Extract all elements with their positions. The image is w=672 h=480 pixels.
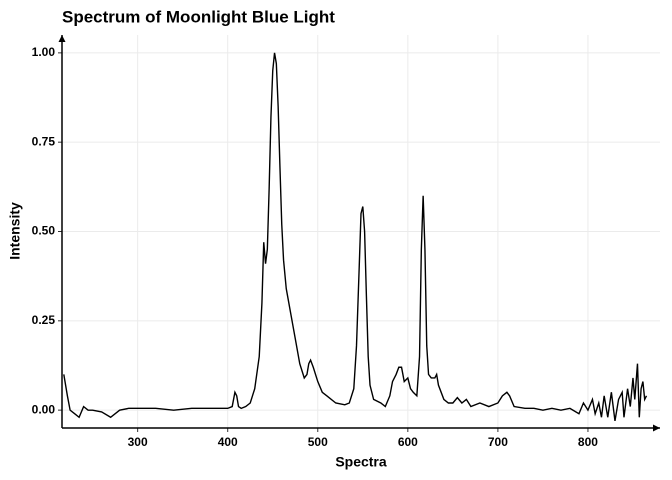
y-tick-label: 0.25 <box>32 313 56 327</box>
y-tick-label: 0.50 <box>32 224 56 238</box>
x-axis-arrow <box>653 424 660 432</box>
x-tick-label: 700 <box>488 435 508 449</box>
x-tick-label: 500 <box>308 435 328 449</box>
data-line <box>63 52 648 421</box>
x-tick-label: 400 <box>218 435 238 449</box>
x-tick-label: 300 <box>128 435 148 449</box>
y-tick-label: 1.00 <box>32 45 56 59</box>
y-axis-arrow <box>58 35 66 42</box>
x-axis-label: Spectra <box>335 454 387 470</box>
y-tick-label: 0.75 <box>32 134 56 148</box>
y-axis-label: Intensity <box>7 202 23 260</box>
x-tick-label: 800 <box>578 435 598 449</box>
y-tick-label: 0.00 <box>32 402 56 416</box>
chart-title: Spectrum of Moonlight Blue Light <box>62 7 335 26</box>
x-tick-label: 600 <box>398 435 418 449</box>
